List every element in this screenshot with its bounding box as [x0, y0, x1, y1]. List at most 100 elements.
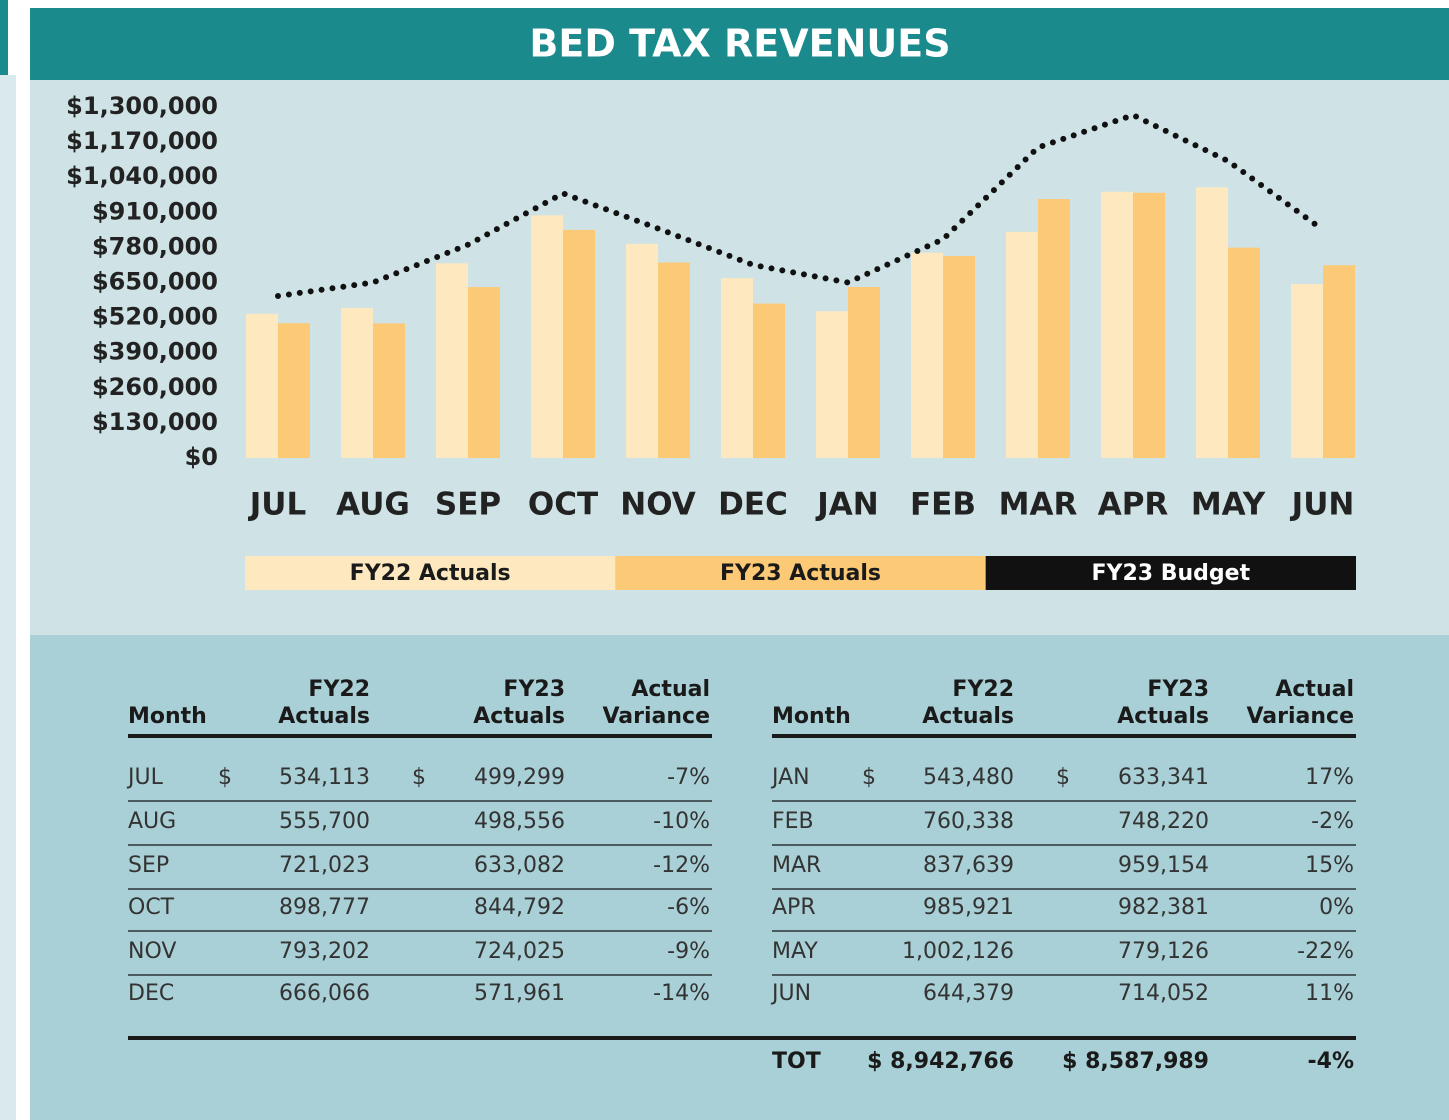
legend-label: FY22 Actuals	[350, 561, 511, 586]
cell-month: SEP	[128, 853, 170, 878]
y-tick-label: $0	[185, 443, 218, 471]
column-header: Month	[772, 704, 851, 729]
cell-month: JUL	[128, 765, 163, 790]
x-tick-label: OCT	[528, 487, 598, 523]
x-tick-label: DEC	[718, 487, 788, 523]
cell-value: 985,921	[923, 895, 1014, 920]
cell-value: 17%	[1305, 765, 1354, 790]
cell-month: OCT	[128, 895, 175, 920]
cell-value: 633,082	[474, 853, 565, 878]
cell-value: 644,379	[923, 981, 1014, 1006]
cell-value: -7%	[667, 765, 710, 790]
cell-value: 982,381	[1118, 895, 1209, 920]
bar	[246, 313, 278, 458]
y-tick-label: $520,000	[92, 303, 218, 331]
cell-value: 555,700	[279, 809, 370, 834]
x-tick-label: APR	[1098, 487, 1169, 523]
cell-value: 11%	[1305, 981, 1354, 1006]
cell-value: 721,023	[279, 853, 370, 878]
cell-month: JUN	[772, 981, 812, 1006]
x-tick-label: NOV	[620, 487, 695, 523]
bar	[1038, 199, 1070, 458]
header-rule	[128, 734, 712, 738]
bar	[468, 287, 500, 458]
cell-value: 959,154	[1118, 853, 1209, 878]
bar	[373, 323, 405, 458]
x-tick-label: JAN	[815, 487, 878, 523]
cell-value: -22%	[1297, 939, 1354, 964]
bar	[1228, 247, 1260, 458]
row-rule	[128, 844, 712, 846]
header-bar	[30, 8, 1449, 80]
cell-value: 898,777	[279, 895, 370, 920]
legend-label: FY23 Actuals	[720, 561, 881, 586]
row-rule	[772, 930, 1356, 932]
cell-currency: $	[862, 765, 876, 790]
cell-value: 0%	[1319, 895, 1354, 920]
row-rule	[772, 800, 1356, 802]
y-tick-label: $650,000	[92, 268, 218, 296]
legend-swatch	[245, 556, 616, 590]
cell-value: 15%	[1305, 853, 1354, 878]
cell-value: 571,961	[474, 981, 565, 1006]
cell-value: -10%	[653, 809, 710, 834]
cell-value: -6%	[667, 895, 710, 920]
bar	[943, 255, 975, 458]
bar	[1291, 284, 1323, 458]
bar	[1133, 192, 1165, 458]
cell-month: AUG	[128, 809, 177, 834]
bar	[1006, 231, 1038, 458]
y-tick-label: $780,000	[92, 232, 218, 260]
cell-value: 1,002,126	[902, 939, 1014, 964]
cell-value: 844,792	[474, 895, 565, 920]
cell-value: 714,052	[1118, 981, 1209, 1006]
bar	[1323, 265, 1355, 458]
y-tick-label: $1,300,000	[66, 92, 218, 120]
x-tick-label: JUN	[1290, 487, 1355, 523]
cell-value: -12%	[653, 853, 710, 878]
total-value: $ 8,587,989	[1062, 1049, 1209, 1074]
y-tick-label: $130,000	[92, 408, 218, 436]
row-rule	[128, 888, 712, 890]
column-header: FY23 Actuals	[1117, 677, 1209, 729]
row-rule	[772, 844, 1356, 846]
bar	[436, 263, 468, 458]
bar	[278, 323, 310, 458]
cell-value: 633,341	[1118, 765, 1209, 790]
cell-value: 779,126	[1118, 939, 1209, 964]
cell-month: DEC	[128, 981, 175, 1006]
cell-value: -2%	[1311, 809, 1354, 834]
cell-value: -9%	[667, 939, 710, 964]
cell-month: MAY	[772, 939, 818, 964]
cell-month: APR	[772, 895, 816, 920]
bar	[848, 286, 880, 458]
cell-currency: $	[412, 765, 426, 790]
column-header: FY22 Actuals	[278, 677, 370, 729]
x-tick-label: MAY	[1191, 487, 1266, 523]
cell-value: 793,202	[279, 939, 370, 964]
y-tick-label: $910,000	[92, 197, 218, 225]
bar	[753, 303, 785, 458]
x-tick-label: JUL	[248, 487, 306, 523]
cell-value: -14%	[653, 981, 710, 1006]
column-header: FY23 Actuals	[473, 677, 565, 729]
cell-month: NOV	[128, 939, 177, 964]
total-label: TOT	[772, 1049, 821, 1074]
bar	[721, 278, 753, 458]
bar	[1101, 191, 1133, 458]
side-strip	[0, 75, 16, 1120]
legend-label: FY23 Budget	[1092, 561, 1251, 586]
column-header: Month	[128, 704, 207, 729]
cell-value: 499,299	[474, 765, 565, 790]
bar	[658, 262, 690, 458]
cell-value: 748,220	[1118, 809, 1209, 834]
cell-month: FEB	[772, 809, 814, 834]
side-strip	[0, 0, 8, 75]
legend-swatch	[985, 556, 1356, 590]
cell-month: MAR	[772, 853, 822, 878]
x-tick-label: MAR	[999, 487, 1078, 523]
cell-value: 543,480	[923, 765, 1014, 790]
cell-value: 724,025	[474, 939, 565, 964]
column-header: Actual Variance	[602, 677, 710, 729]
